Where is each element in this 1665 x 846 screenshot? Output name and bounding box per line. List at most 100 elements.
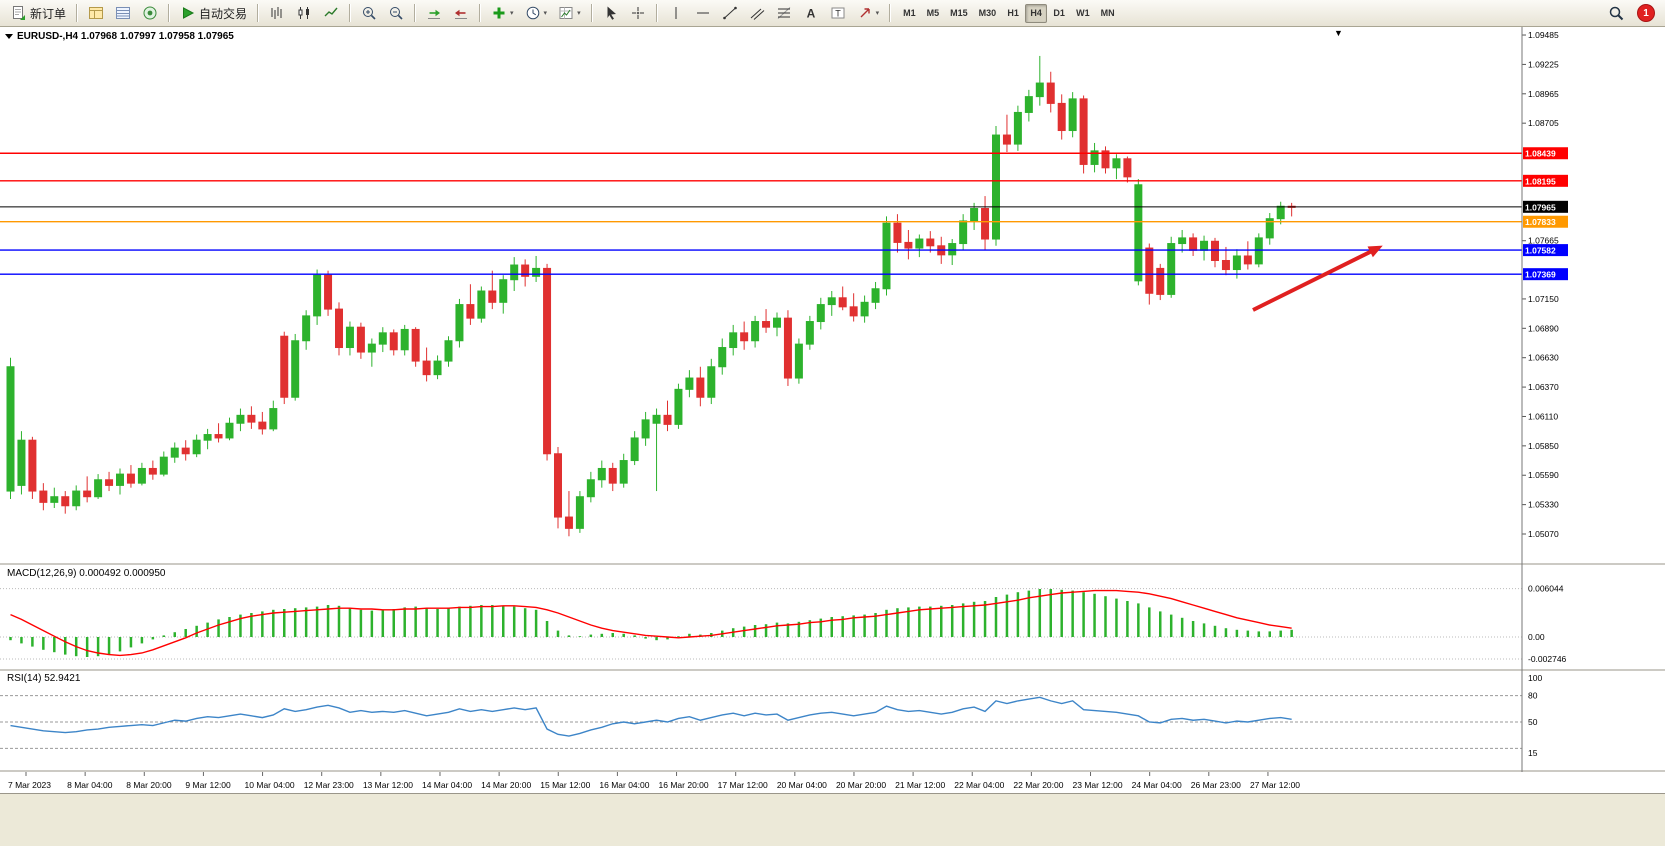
rsi-label: RSI(14) 52.9421 <box>7 673 81 684</box>
svg-text:12 Mar 23:00: 12 Mar 23:00 <box>304 780 354 790</box>
timeframe-d1-button[interactable]: D1 <box>1048 4 1070 23</box>
navigator-icon <box>142 5 158 21</box>
svg-text:1.08439: 1.08439 <box>1525 149 1556 159</box>
market-watch-button[interactable] <box>83 2 109 24</box>
svg-text:-0.002746: -0.002746 <box>1528 654 1567 664</box>
notification-badge[interactable]: 1 <box>1637 4 1655 22</box>
svg-text:1.06370: 1.06370 <box>1528 382 1559 392</box>
vertical-line-button[interactable] <box>663 2 689 24</box>
chevron-down-icon: ▾ <box>543 9 548 17</box>
timeframe-group: M1 M5 M15 M30 H1 H4 D1 W1 MN <box>898 3 1120 23</box>
new-order-button[interactable]: 新订单 <box>6 2 71 24</box>
svg-text:80: 80 <box>1528 691 1538 701</box>
svg-text:20 Mar 20:00: 20 Mar 20:00 <box>836 780 886 790</box>
auto-trading-icon <box>180 5 196 21</box>
chart-canvas[interactable]: 0.0060440.00-0.0027461008050151.084391.0… <box>0 27 1665 793</box>
zoom-in-button[interactable] <box>356 2 382 24</box>
chart-line-button[interactable] <box>318 2 344 24</box>
svg-text:27 Mar 12:00: 27 Mar 12:00 <box>1250 780 1300 790</box>
cursor-icon <box>603 5 619 21</box>
chart-shift-icon <box>453 5 469 21</box>
toolbar-right: 1 <box>1603 2 1659 24</box>
zoom-in-icon <box>361 5 377 21</box>
svg-text:16 Mar 04:00: 16 Mar 04:00 <box>599 780 649 790</box>
timeframe-m30-button[interactable]: M30 <box>974 4 1002 23</box>
equidistant-channel-icon <box>749 5 765 21</box>
templates-button[interactable]: ▾ <box>553 2 586 24</box>
panel-separators <box>0 563 1665 773</box>
svg-text:50: 50 <box>1528 717 1538 727</box>
auto-scroll-button[interactable] <box>421 2 447 24</box>
chart-shift-button[interactable] <box>448 2 474 24</box>
arrows-icon <box>857 5 873 21</box>
svg-text:1.06890: 1.06890 <box>1528 323 1559 333</box>
timeframe-m1-button[interactable]: M1 <box>898 4 921 23</box>
equidistant-channel-button[interactable] <box>744 2 770 24</box>
time-axis[interactable]: 7 Mar 2023 8 Mar 04:00 8 Mar 20:00 9 Mar 12… <box>8 772 1300 790</box>
one-click-expand-icon[interactable] <box>5 34 13 39</box>
svg-text:1.07833: 1.07833 <box>1525 217 1556 227</box>
horizontal-line-button[interactable] <box>690 2 716 24</box>
periods-button[interactable]: ▾ <box>520 2 553 24</box>
svg-text:8 Mar 04:00: 8 Mar 04:00 <box>67 780 113 790</box>
timeframe-h4-button[interactable]: H4 <box>1025 3 1048 23</box>
auto-scroll-icon <box>426 5 442 21</box>
new-order-icon <box>11 5 27 21</box>
svg-text:A: A <box>806 7 815 21</box>
candles-layer <box>6 55 1296 537</box>
trend-arrow-annotation[interactable] <box>1252 245 1383 312</box>
indicators-icon <box>491 5 507 21</box>
svg-text:7 Mar 2023: 7 Mar 2023 <box>8 780 51 790</box>
svg-text:T: T <box>835 9 841 19</box>
svg-text:15 Mar 12:00: 15 Mar 12:00 <box>540 780 590 790</box>
svg-text:100: 100 <box>1528 673 1542 683</box>
zoom-out-button[interactable] <box>383 2 409 24</box>
crosshair-icon <box>630 5 646 21</box>
fibonacci-button[interactable] <box>771 2 797 24</box>
crosshair-button[interactable] <box>625 2 651 24</box>
auto-trading-button[interactable]: 自动交易 <box>175 2 252 24</box>
chart-candles-button[interactable] <box>291 2 317 24</box>
chevron-down-icon: ▾ <box>577 9 581 17</box>
arrows-button[interactable]: ▾ <box>852 2 885 24</box>
toolbar-separator <box>414 4 417 22</box>
svg-text:1.08965: 1.08965 <box>1528 89 1559 99</box>
trendline-button[interactable] <box>717 2 743 24</box>
horizontal-line-icon <box>695 5 711 21</box>
price-axis[interactable]: 1.08439 1.08195 1.07965 1.07833 1.07582 1.073… <box>1334 27 1568 772</box>
timeframe-w1-button[interactable]: W1 <box>1071 4 1095 23</box>
text-label-button[interactable]: T <box>825 2 851 24</box>
symbol-ohlc-text: EURUSD-,H4 1.07968 1.07997 1.07958 1.079… <box>17 31 234 42</box>
svg-text:14 Mar 04:00: 14 Mar 04:00 <box>422 780 472 790</box>
data-window-button[interactable] <box>110 2 136 24</box>
market-watch-icon <box>88 5 104 21</box>
indicators-button[interactable]: ▾ <box>486 2 519 24</box>
svg-text:1.07369: 1.07369 <box>1525 270 1556 280</box>
timeframe-mn-button[interactable]: MN <box>1096 4 1120 23</box>
timeframe-m5-button[interactable]: M5 <box>922 4 945 23</box>
svg-text:0.00: 0.00 <box>1528 632 1545 642</box>
chart-line-icon <box>323 5 339 21</box>
svg-text:1.05590: 1.05590 <box>1528 470 1559 480</box>
auto-trading-label: 自动交易 <box>199 6 248 21</box>
chevron-down-icon: ▾ <box>875 9 880 17</box>
svg-text:1.05070: 1.05070 <box>1528 529 1559 539</box>
toolbar-items: 新订单 自动交易 ▾ ▾ ▾ A T ▾ <box>6 2 895 24</box>
svg-text:1.07150: 1.07150 <box>1528 294 1559 304</box>
chart-bars-button[interactable] <box>264 2 290 24</box>
svg-text:9 Mar 12:00: 9 Mar 12:00 <box>185 780 231 790</box>
trendline-icon <box>722 5 738 21</box>
timeframe-m15-button[interactable]: M15 <box>945 4 973 23</box>
search-button[interactable] <box>1603 2 1629 24</box>
horizontal-lines-layer[interactable] <box>0 152 1522 275</box>
text-button[interactable]: A <box>798 2 824 24</box>
templates-icon <box>558 5 574 21</box>
fibonacci-icon <box>776 5 792 21</box>
cursor-button[interactable] <box>598 2 624 24</box>
svg-text:1.06110: 1.06110 <box>1528 411 1558 421</box>
navigator-button[interactable] <box>137 2 163 24</box>
timeframe-h1-button[interactable]: H1 <box>1002 4 1024 23</box>
toolbar-separator <box>655 4 658 22</box>
text-icon: A <box>803 5 819 21</box>
new-order-label: 新订单 <box>30 6 67 21</box>
